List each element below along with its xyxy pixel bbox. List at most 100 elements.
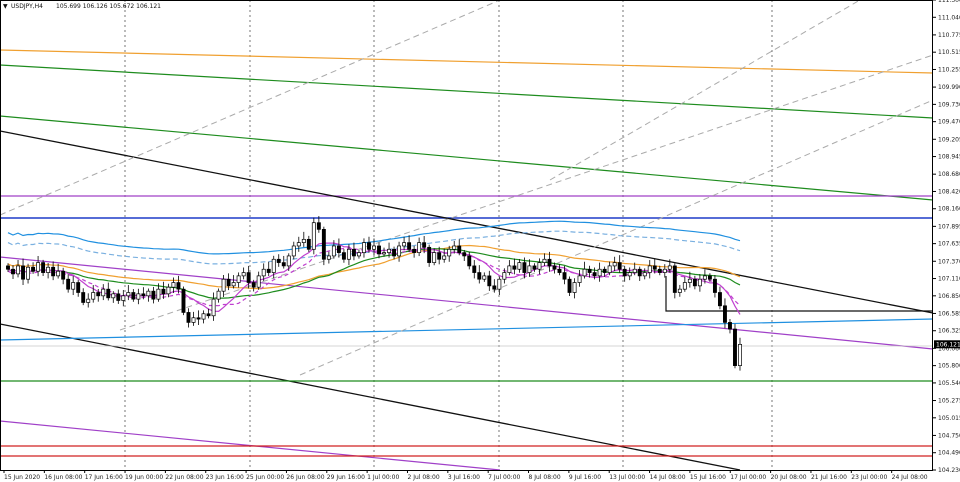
candle-body bbox=[331, 245, 336, 257]
gray-dash-trend-4[interactable] bbox=[549, 0, 861, 181]
candle-body bbox=[692, 278, 697, 287]
green-trendline-lower[interactable] bbox=[0, 115, 934, 201]
candle-body bbox=[622, 268, 627, 277]
time-tick-label: 2 Jul 08:00 bbox=[407, 474, 439, 481]
gray-dash-trend-2[interactable] bbox=[0, 0, 501, 216]
candle-body bbox=[682, 282, 687, 290]
candle-body bbox=[246, 272, 251, 283]
time-tick-label: 15 Jun 2020 bbox=[4, 474, 40, 481]
candle-body bbox=[36, 262, 41, 272]
candle-body bbox=[346, 248, 351, 260]
candle-body bbox=[86, 298, 91, 303]
candle-body bbox=[607, 265, 612, 273]
time-tick-label: 9 Jul 16:00 bbox=[569, 474, 601, 481]
time-tick-label: 23 Jul 00:00 bbox=[851, 474, 887, 481]
candle-body bbox=[66, 278, 71, 290]
candle-body bbox=[517, 262, 522, 270]
gray-dash-trend-3[interactable] bbox=[299, 99, 934, 376]
candle-body bbox=[76, 282, 81, 293]
time-tick-label: 1 Jul 00:00 bbox=[367, 474, 399, 481]
price-tick-label: 109.205 bbox=[938, 136, 960, 143]
time-tick-label: 14 Jul 08:00 bbox=[650, 474, 686, 481]
candle-body bbox=[301, 238, 306, 243]
orange-trendline[interactable] bbox=[0, 49, 934, 74]
candle-body bbox=[41, 262, 46, 273]
price-tick-label: 107.110 bbox=[938, 276, 960, 283]
candle-body bbox=[612, 262, 617, 267]
price-tick-label: 106.585 bbox=[938, 310, 960, 317]
candle-body bbox=[16, 265, 20, 275]
candle-body bbox=[652, 265, 657, 270]
time-tick-label: 24 Jul 08:00 bbox=[892, 474, 928, 481]
price-tick-label: 106.060 bbox=[938, 345, 960, 352]
candle-body bbox=[357, 252, 361, 257]
candle-body bbox=[296, 242, 301, 247]
candle-body bbox=[647, 265, 652, 273]
price-tick-label: 105.015 bbox=[938, 415, 960, 422]
plot-border bbox=[0, 0, 933, 471]
candle-body bbox=[687, 278, 692, 283]
candle-body bbox=[657, 268, 662, 273]
candle-body bbox=[397, 245, 402, 257]
candle-body bbox=[447, 248, 452, 257]
candle-body bbox=[156, 288, 161, 300]
candle-body bbox=[707, 275, 712, 280]
price-tick-label: 108.680 bbox=[938, 171, 960, 178]
candle-body bbox=[542, 258, 547, 263]
grid-lines bbox=[124, 0, 773, 470]
candle-body bbox=[697, 278, 702, 287]
candle-body bbox=[121, 295, 126, 301]
candle-body bbox=[712, 278, 717, 293]
candle-body bbox=[171, 282, 176, 288]
price-tick-label: 104.750 bbox=[938, 432, 960, 439]
candle-body bbox=[377, 245, 381, 255]
candle-body bbox=[341, 252, 346, 260]
candle-body bbox=[261, 268, 266, 277]
candle-body bbox=[577, 275, 582, 283]
green-trendline-upper[interactable] bbox=[0, 64, 934, 119]
candle-body bbox=[226, 278, 231, 287]
trend-lines[interactable] bbox=[0, 0, 934, 471]
candle-body bbox=[146, 290, 151, 297]
price-tick-label: 109.730 bbox=[938, 101, 960, 108]
price-tick-label: 105.540 bbox=[938, 380, 960, 387]
candle-body bbox=[442, 255, 447, 260]
black-channel-upper[interactable] bbox=[0, 130, 934, 314]
header-triangle-icon[interactable]: ▼ bbox=[3, 3, 8, 10]
ohlc-quote: 105.699 106.126 105.672 106.121 bbox=[56, 3, 161, 10]
candle-body bbox=[216, 290, 221, 300]
price-tick-label: 106.325 bbox=[938, 328, 960, 335]
blue-trendline-rising[interactable] bbox=[0, 318, 934, 341]
candle-body bbox=[276, 258, 281, 263]
price-tick-label: 111.300 bbox=[938, 0, 960, 4]
candle-body bbox=[116, 293, 121, 301]
candle-body bbox=[241, 272, 246, 277]
candle-body bbox=[392, 248, 397, 257]
candle-body bbox=[502, 272, 507, 280]
time-tick-label: 26 Jun 08:00 bbox=[286, 474, 324, 481]
candle-body bbox=[672, 265, 677, 293]
time-tick-label: 22 Jun 08:00 bbox=[165, 474, 203, 481]
candle-body bbox=[382, 252, 386, 255]
candle-body bbox=[367, 242, 371, 250]
candle-body bbox=[6, 265, 10, 270]
candle-body bbox=[457, 245, 462, 253]
time-tick-label: 17 Jun 16:00 bbox=[85, 474, 123, 481]
candle-body bbox=[507, 265, 512, 273]
price-tick-label: 107.635 bbox=[938, 241, 960, 248]
candle-body bbox=[567, 278, 572, 293]
candle-body bbox=[321, 228, 326, 260]
candle-body bbox=[191, 317, 196, 323]
time-tick-label: 16 Jun 08:00 bbox=[44, 474, 82, 481]
black-step-line[interactable] bbox=[665, 276, 933, 312]
time-tick-label: 23 Jun 16:00 bbox=[206, 474, 244, 481]
candle-body bbox=[717, 292, 722, 307]
current-price-label: 106.121 bbox=[936, 341, 960, 348]
price-tick-label: 108.420 bbox=[938, 188, 960, 195]
candle-body bbox=[422, 242, 427, 248]
time-tick-label: 17 Jul 00:00 bbox=[730, 474, 766, 481]
candle-body bbox=[632, 268, 637, 273]
candle-body bbox=[126, 292, 131, 297]
